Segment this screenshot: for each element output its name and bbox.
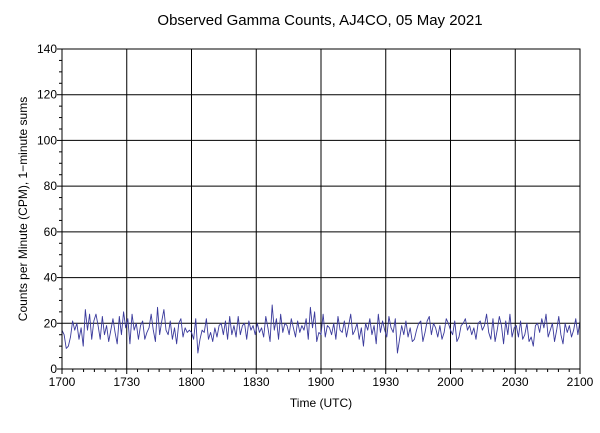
- y-tick-label: 80: [44, 179, 58, 193]
- x-axis-label: Time (UTC): [290, 396, 352, 410]
- plot-frame: [61, 48, 581, 370]
- x-tick-label: 1800: [178, 375, 205, 389]
- chart-title: Observed Gamma Counts, AJ4CO, 05 May 202…: [157, 12, 482, 29]
- x-tick-label: 1730: [113, 375, 140, 389]
- x-tick-label: 1830: [243, 375, 270, 389]
- x-tick-label: 2030: [502, 375, 529, 389]
- y-axis-label: Counts per Minute (CPM), 1−minute sums: [16, 97, 30, 321]
- plot-series: [61, 304, 581, 354]
- y-tick-label: 40: [44, 271, 58, 285]
- x-tick-label: 2100: [567, 375, 594, 389]
- series-line-gamma-counts: [61, 304, 581, 354]
- y-tick-label: 120: [37, 88, 57, 102]
- x-tick-labels: 1700 1730 1800 1830 1900 1930 2000 2030 2100: [49, 375, 594, 389]
- y-tick-label: 60: [44, 225, 58, 239]
- grid-lines: [62, 49, 580, 369]
- y-tick-label: 140: [37, 42, 57, 56]
- x-tick-label: 1930: [372, 375, 399, 389]
- x-tick-label: 1900: [308, 375, 335, 389]
- x-tick-label: 2000: [437, 375, 464, 389]
- y-tick-label: 20: [44, 316, 58, 330]
- x-tick-label: 1700: [49, 375, 76, 389]
- y-tick-labels: 0 20 40 60 80 100 120 140: [37, 42, 57, 376]
- y-tick-label: 0: [50, 362, 57, 376]
- y-tick-label: 100: [37, 133, 57, 147]
